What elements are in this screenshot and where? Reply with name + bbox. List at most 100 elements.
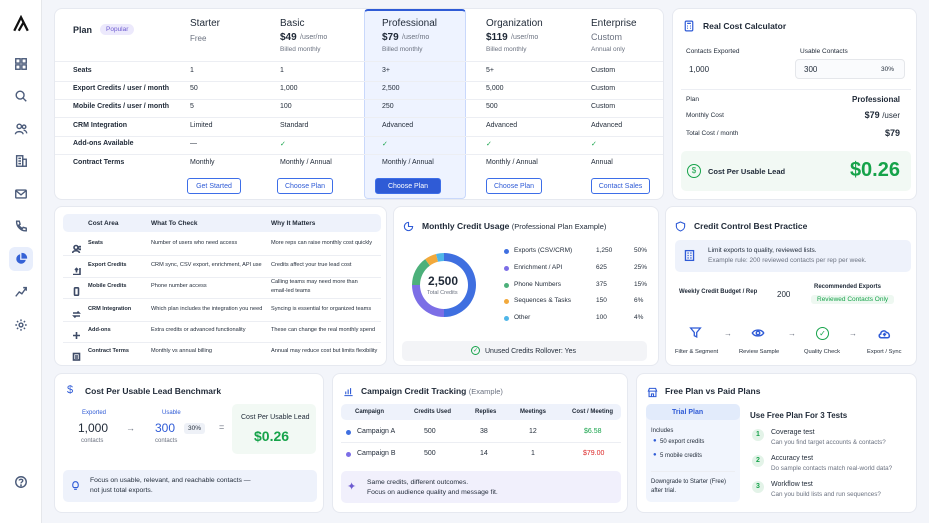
monthly-cost: $79 — [864, 110, 880, 120]
test-title: Accuracy test — [771, 455, 814, 462]
tip-text-2: Example rule: 200 reviewed contacts per … — [708, 257, 867, 264]
exported-value: 1,000 — [78, 421, 109, 435]
cost-why: Credits affect your true lead cost — [271, 262, 352, 268]
contacts-exported-input[interactable]: 1,000 — [689, 64, 710, 74]
table-cell: 5,000 — [486, 85, 504, 92]
table-cell: 1 — [190, 67, 194, 74]
trial-item: 5 mobile credits — [660, 453, 703, 459]
arrow-icon: → — [788, 329, 796, 338]
table-cell: 1 — [280, 67, 284, 74]
filter-icon — [689, 326, 702, 344]
users-icon[interactable] — [9, 117, 33, 141]
row-label: Add-ons Available — [73, 140, 134, 147]
header-meetings: Meetings — [520, 409, 547, 415]
plan-price: $79 — [382, 32, 399, 43]
campaign-note-box — [341, 471, 621, 503]
dollar-icon: $ — [687, 164, 701, 178]
cost-area: Add-ons — [88, 327, 111, 333]
trend-icon[interactable] — [9, 280, 33, 304]
check-icon: ✓ — [382, 141, 388, 148]
equals-icon: = — [219, 422, 225, 432]
eye-icon — [751, 326, 765, 345]
legend-percent: 6% — [634, 297, 644, 304]
professional-highlight — [364, 9, 466, 199]
table-cell: Monthly / Annual — [382, 159, 434, 166]
logo-icon[interactable] — [9, 12, 33, 36]
campaign-subtitle: (Example) — [468, 387, 503, 396]
contact-sales-button[interactable]: Contact Sales — [591, 178, 650, 194]
rollover-box — [402, 341, 647, 361]
plan-name: Professional — [382, 18, 438, 29]
cost-why: These can change the real monthly spend — [271, 327, 376, 333]
tip-box — [675, 240, 911, 272]
help-icon[interactable] — [9, 470, 33, 494]
legend-label: Enrichment / API — [514, 264, 563, 271]
choose-plan-button[interactable]: Choose Plan — [277, 178, 333, 194]
plan-name: Organization — [486, 18, 543, 29]
mail-icon[interactable] — [9, 182, 33, 206]
store-icon — [647, 385, 658, 403]
bullet-icon: ● — [653, 452, 657, 458]
table-cell: 250 — [382, 103, 394, 110]
grid-icon[interactable] — [9, 52, 33, 76]
table-cell: 500 — [486, 103, 498, 110]
header-credits: Credits Used — [414, 409, 452, 415]
trial-label: Trial Plan — [672, 409, 704, 416]
phone-icon[interactable] — [9, 214, 33, 238]
includes-label: Includes — [651, 428, 674, 434]
campaign-credits: 500 — [424, 450, 436, 457]
table-cell: Advanced — [486, 122, 518, 129]
campaign-cost: $6.58 — [584, 428, 602, 435]
donut-slice — [425, 254, 439, 266]
test-desc: Can you build lists and run sequences? — [771, 491, 881, 498]
table-cell: Custom — [591, 67, 616, 74]
usage-subtitle: (Professional Plan Example) — [511, 222, 607, 231]
exported-label: Exported — [82, 410, 107, 416]
legend-value: 625 — [596, 264, 607, 271]
row-label: Mobile Credits / user / month — [73, 103, 170, 110]
sidebar — [0, 0, 42, 523]
arrow-icon: → — [724, 329, 732, 338]
monthly-unit: /user — [882, 111, 900, 120]
header-what-to-check: What To Check — [151, 220, 198, 227]
popular-badge: Popular — [100, 24, 135, 35]
cost-area: Contract Terms — [88, 348, 129, 354]
row-label: Export Credits / user / month — [73, 85, 170, 92]
donut-chart — [412, 253, 476, 317]
legend-swatch — [504, 249, 509, 254]
get-started-button[interactable]: Get Started — [187, 178, 241, 194]
building-icon[interactable] — [9, 149, 33, 173]
cpul-label: Cost Per Usable Lead — [241, 414, 310, 421]
table-cell: Advanced — [382, 122, 414, 129]
settings-icon[interactable] — [9, 313, 33, 337]
plus-icon — [72, 327, 81, 339]
step-number: 2 — [752, 455, 764, 467]
step-label: Export / Sync — [867, 349, 902, 355]
table-cell: Standard — [280, 122, 309, 129]
donut-slice — [412, 285, 444, 317]
cloud-upload-icon — [877, 326, 892, 346]
usable-contacts-input[interactable]: 300 — [795, 59, 905, 79]
plan-price: Free — [190, 34, 207, 43]
exported-unit: contacts — [81, 438, 104, 444]
recommended-value: Reviewed Contacts Only — [811, 295, 895, 304]
total-cost-label: Total Cost / month — [686, 130, 739, 137]
search-icon[interactable] — [9, 84, 33, 108]
campaign-name: Campaign A — [357, 428, 396, 435]
choose-plan-button[interactable]: Choose Plan — [375, 178, 441, 194]
table-cell: 50 — [190, 85, 198, 92]
mobile-icon — [72, 283, 81, 297]
campaign-replies: 14 — [480, 450, 488, 457]
sync-icon — [72, 306, 81, 319]
table-cell: Custom — [591, 103, 616, 110]
plan-value: Professional — [851, 95, 900, 104]
cost-area-header — [63, 214, 381, 232]
tests-title: Use Free Plan For 3 Tests — [750, 411, 848, 420]
choose-plan-button[interactable]: Choose Plan — [486, 178, 542, 194]
usable-value: 300 — [155, 421, 176, 435]
legend-swatch — [504, 299, 509, 304]
monthly-cost-value: $79 /user — [865, 110, 900, 120]
usable-pct: 30% — [184, 423, 206, 434]
pie-chart-icon[interactable] — [9, 247, 33, 271]
cpul-value: $0.26 — [254, 428, 290, 444]
